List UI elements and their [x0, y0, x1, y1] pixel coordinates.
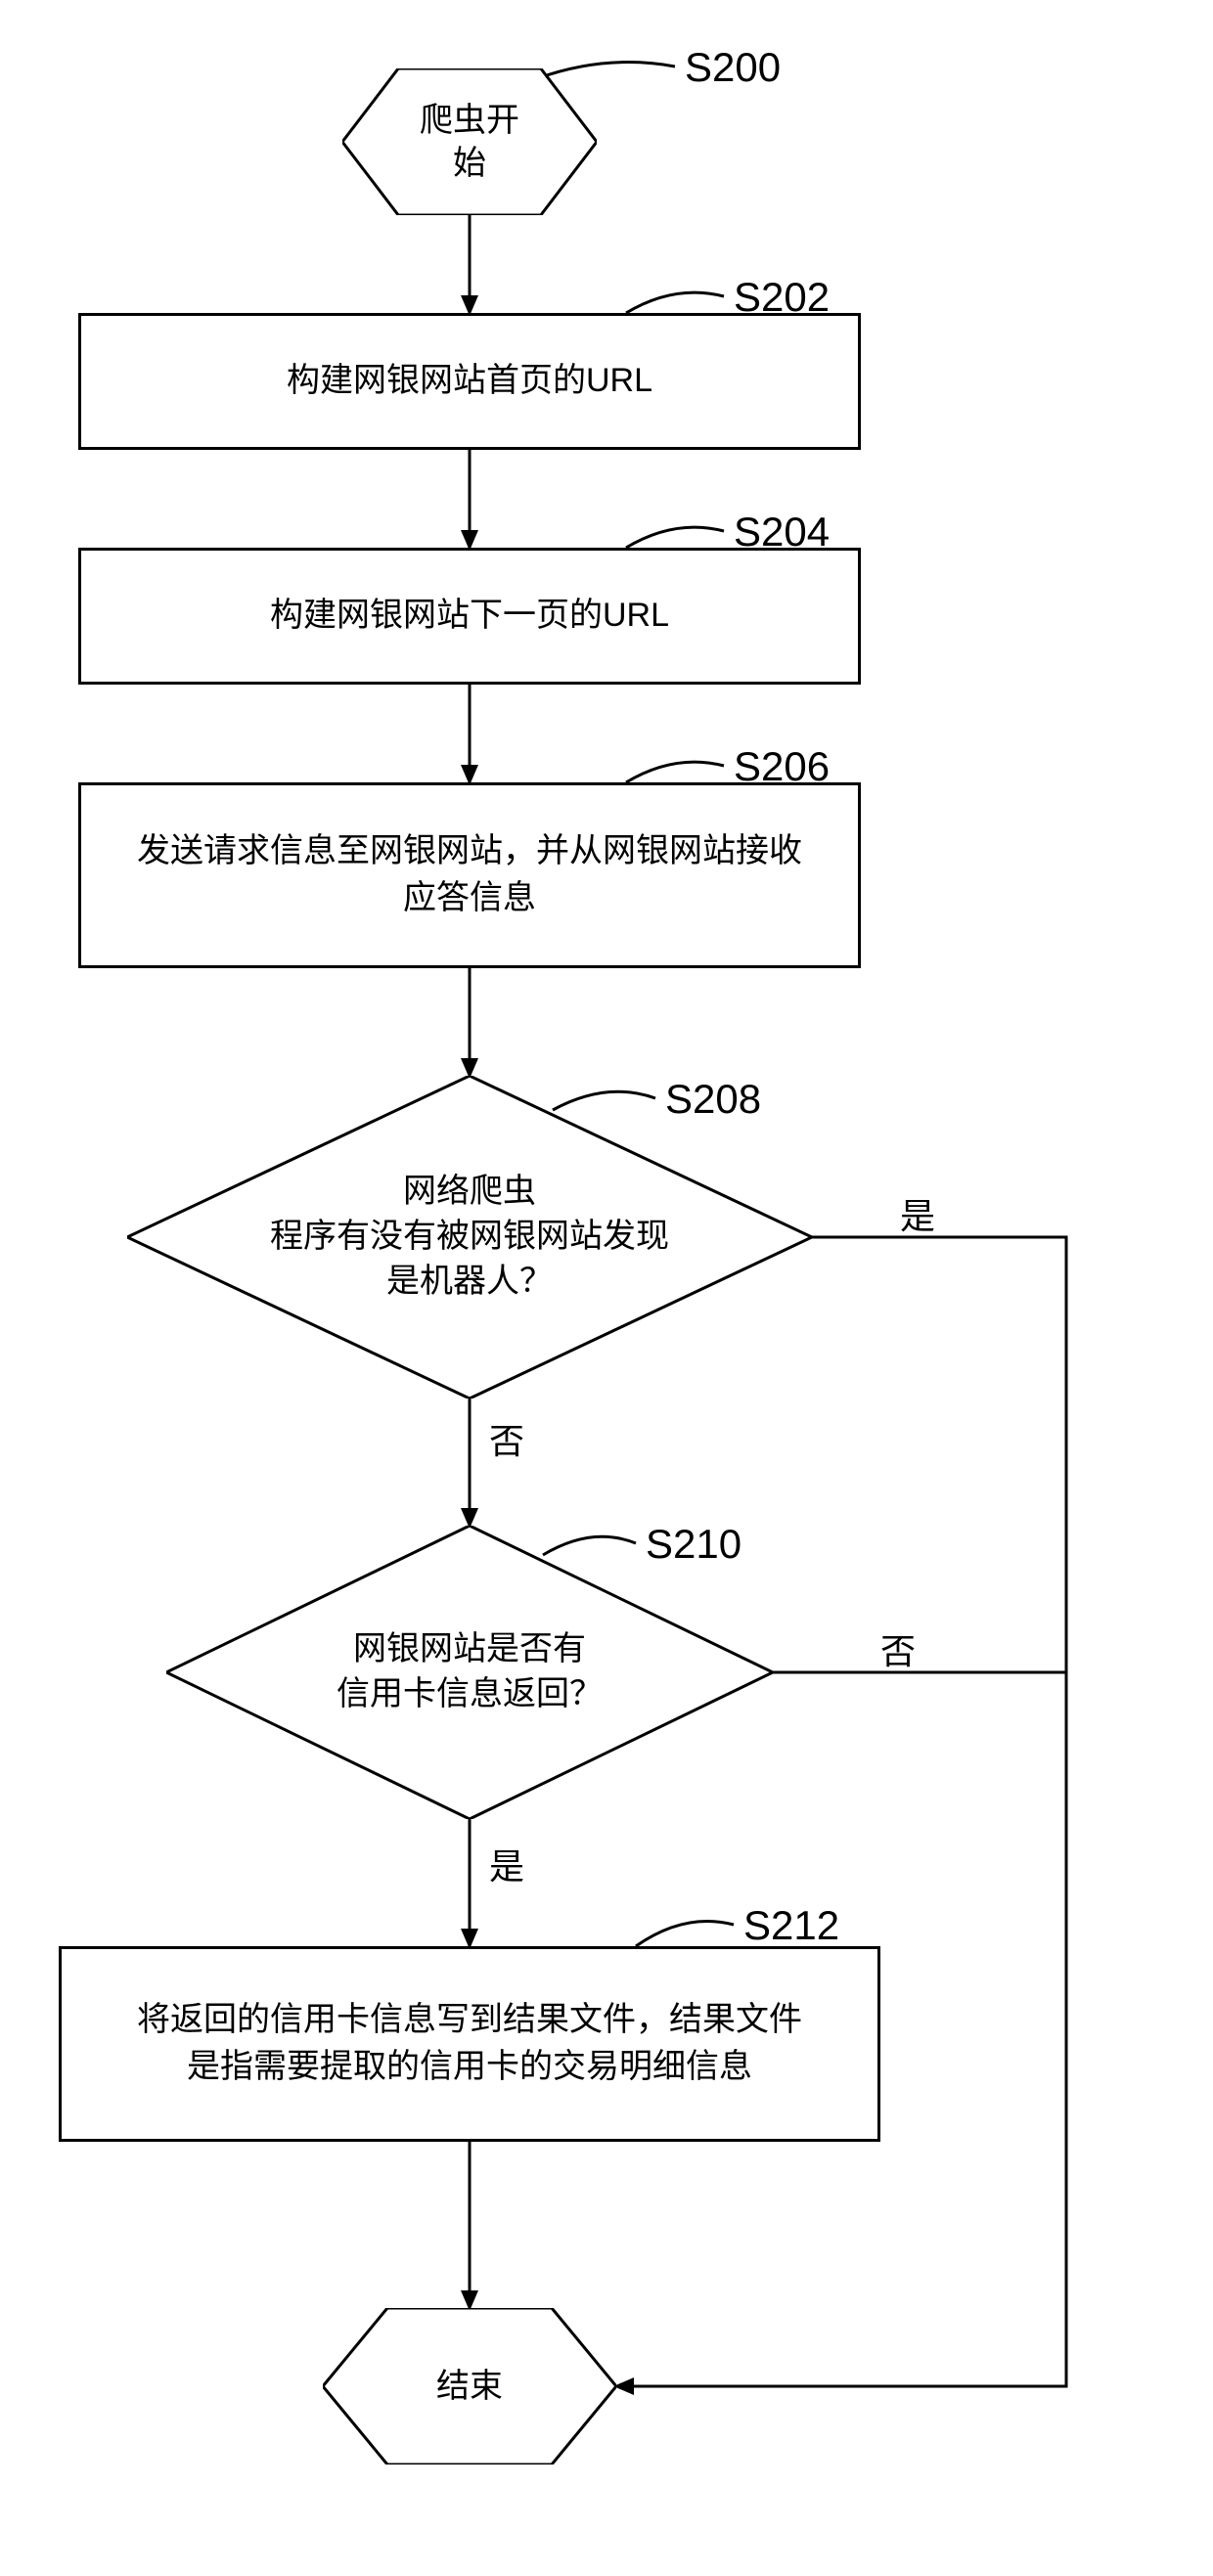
step-label-s206: S206 — [734, 743, 830, 790]
flow-decision-s210: 网银网站是否有信用卡信息返回？ — [166, 1526, 773, 1819]
s212-text: 将返回的信用卡信息写到结果文件，结果文件是指需要提取的信用卡的交易明细信息 — [137, 1997, 802, 2090]
s210-text: 网银网站是否有信用卡信息返回？ — [166, 1526, 773, 1819]
flow-end-label: 结束 — [323, 2308, 616, 2465]
edge-label-s210-no: 否 — [880, 1623, 916, 1674]
edge-label-s208-no: 否 — [489, 1413, 524, 1464]
flow-end: 结束 — [323, 2308, 616, 2465]
flow-step-s204: 构建网银网站下一页的URL — [78, 548, 861, 685]
flow-step-s202: 构建网银网站首页的URL — [78, 313, 861, 450]
step-label-s208: S208 — [665, 1076, 761, 1123]
s202-text: 构建网银网站首页的URL — [287, 358, 652, 405]
flow-decision-s208: 网络爬虫程序有没有被网银网站发现是机器人？ — [127, 1076, 812, 1399]
flow-step-s212: 将返回的信用卡信息写到结果文件，结果文件是指需要提取的信用卡的交易明细信息 — [59, 1946, 880, 2142]
s208-text: 网络爬虫程序有没有被网银网站发现是机器人？ — [127, 1076, 812, 1399]
step-label-s210: S210 — [646, 1521, 741, 1568]
step-label-s212: S212 — [743, 1902, 839, 1949]
step-label-s204: S204 — [734, 509, 830, 555]
edge-label-s210-yes: 是 — [489, 1839, 524, 1889]
step-label-s202: S202 — [734, 274, 830, 321]
s204-text: 构建网银网站下一页的URL — [270, 593, 669, 640]
edge-label-s208-yes: 是 — [900, 1188, 935, 1239]
flow-step-s206: 发送请求信息至网银网站，并从网银网站接收应答信息 — [78, 782, 861, 968]
s206-text: 发送请求信息至网银网站，并从网银网站接收应答信息 — [137, 828, 802, 921]
flow-start: 爬虫开始 — [342, 68, 597, 215]
flow-start-label: 爬虫开始 — [342, 68, 597, 215]
step-label-s200: S200 — [685, 44, 781, 91]
